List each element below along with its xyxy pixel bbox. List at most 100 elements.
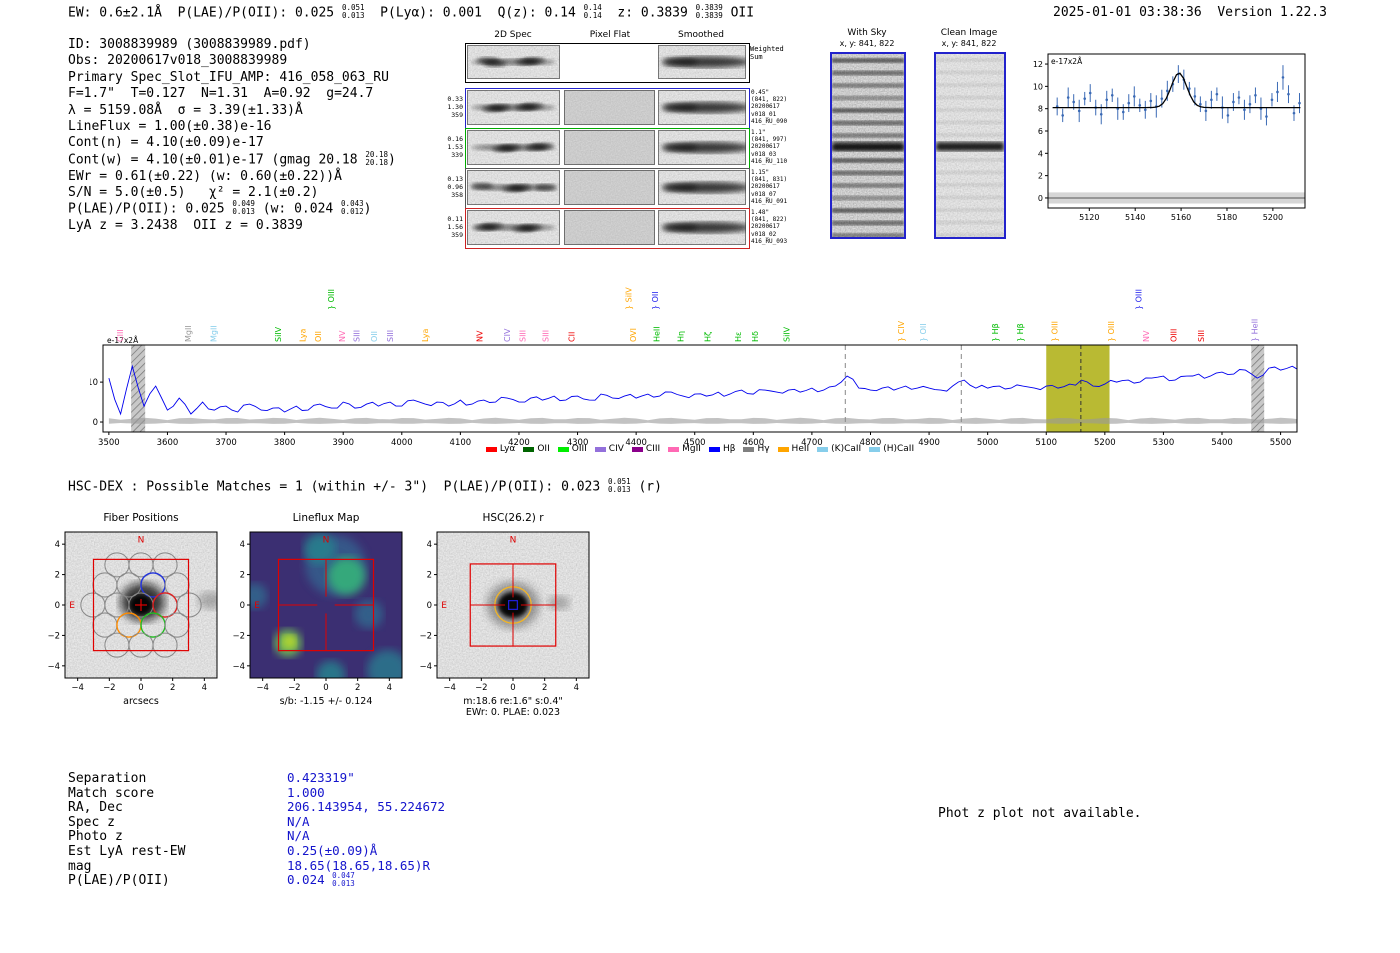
emission-line-label: OVI (629, 328, 638, 342)
svg-text:0: 0 (240, 601, 245, 611)
noise-band (108, 417, 1297, 424)
cutout-subtitle: x, y: 841, 822 (941, 39, 997, 48)
catalog-extent-square (469, 563, 557, 647)
svg-text:0: 0 (323, 683, 328, 693)
svg-text:5200: 5200 (1263, 213, 1283, 222)
svg-text:−4: −4 (443, 683, 456, 693)
info-line: Cont(w) = 4.10(±0.01)e-17 (gmag 20.18 20… (68, 149, 396, 168)
cutout-title: With Sky (847, 28, 887, 38)
svg-text:5100: 5100 (1035, 438, 1057, 448)
legend-swatch (777, 446, 789, 452)
svg-text:5120: 5120 (1079, 213, 1099, 222)
svg-text:4700: 4700 (801, 438, 823, 448)
emission-line-label: HeII (653, 326, 662, 342)
svg-text:−4: −4 (71, 683, 84, 693)
line-fit-inset-plot: 0 2 4 6 8 10 12 5120 5140 5160 5180 5200 e-17x2Å (1013, 40, 1313, 230)
svg-text:4: 4 (240, 540, 245, 550)
svg-text:0: 0 (427, 601, 432, 611)
match-field-value: N/A (287, 828, 310, 844)
info-line: Obs: 20200617v018_3008839989 (68, 53, 288, 69)
emission-line-label: NV (1142, 330, 1151, 342)
svg-text:−2: −2 (47, 631, 60, 641)
gaussian-fit-line (1052, 72, 1301, 109)
svg-text:2: 2 (542, 683, 547, 693)
clean-image-cutout: Clean Image x, y: 841, 822 (930, 28, 1008, 243)
full-spectrum-plot-container: 3500 3600 3700 3800 3900 4000 4100 4200 4300 4400… (87, 262, 1310, 458)
legend-label: CIV (608, 444, 624, 454)
timestamp-version: 2025-01-01 03:38:36 Version 1.22.3 (1053, 5, 1327, 20)
match-field-label: P(LAE)/P(OII) (68, 873, 170, 889)
legend-swatch (631, 446, 643, 452)
legend-item: OIII (557, 444, 587, 454)
info-line: P(LAE)/P(OII): 0.025 0.049 0.013 (w: 0.02… (68, 199, 372, 217)
flux-blob (327, 557, 366, 596)
legend-label: (K)CaII (831, 444, 862, 454)
info-line: λ = 5159.08Å σ = 3.39(±1.33)Å (68, 102, 303, 118)
match-field-value: 0.423319" (287, 770, 355, 785)
info-line: EWr = 0.61(±0.22) (w: 0.60(±0.22))Å (68, 168, 342, 184)
spec2d-strip-smooth (658, 45, 746, 79)
match-table-row: Est LyA rest-EW 0.25(±0.09)Å (68, 843, 445, 859)
panel-xlabel: m:18.6 re:1.6" s:0.4" (463, 696, 563, 707)
svg-text:−4: −4 (232, 662, 245, 672)
emission-line-label: } SiIV (625, 287, 634, 310)
emission-line-label: CIV (503, 328, 512, 342)
legend-swatch (485, 446, 497, 452)
info-line: LyA z = 3.2438 OII z = 0.3839 (68, 218, 303, 234)
match-table-row: RA, Dec 206.143954, 55.224672 (68, 799, 445, 816)
svg-text:3700: 3700 (215, 438, 237, 448)
svg-text:4900: 4900 (918, 438, 940, 448)
spec2d-row-scale-labels: 0.11 1.56 359 (447, 215, 463, 239)
spec2d-strip-flat (564, 90, 655, 125)
legend-label: OIII (571, 444, 587, 454)
compass-north: N (510, 536, 517, 546)
legend-label: CIII (645, 444, 661, 454)
info-line: ID: 3008839989 (3008839989.pdf) (68, 37, 311, 52)
match-field-value: N/A (287, 813, 310, 829)
panel-xlabel: s/b: -1.15 +/- 0.124 (280, 696, 373, 707)
emission-line-label: SIII (353, 330, 362, 342)
spec2d-col-header: Smoothed (678, 30, 724, 40)
svg-text:5500: 5500 (1270, 438, 1292, 448)
emission-line-label: } CIV (897, 320, 906, 342)
spec2d-strip-smooth (658, 170, 746, 205)
svg-text:0: 0 (93, 418, 98, 428)
compass-east: E (254, 601, 260, 611)
match-table-row: mag 18.65(18.65,18.65)R (68, 858, 445, 874)
emission-line-label: } OIII (327, 289, 336, 310)
emission-line-label: } OIII (1135, 289, 1144, 310)
legend-label: OII (537, 444, 550, 454)
match-table-row: Separation 0.423319" (68, 770, 445, 786)
svg-text:4400: 4400 (625, 438, 647, 448)
spec2d-strip-spec (467, 210, 560, 245)
panel-title: Fiber Positions (103, 512, 178, 524)
match-field-label: mag (68, 858, 92, 874)
detection-info-block: ID: 3008839989 (3008839989.pdf) Obs: 2020… (68, 37, 396, 234)
svg-text:2: 2 (170, 683, 175, 693)
spec2d-strip-flat (564, 130, 655, 165)
fiber-positions-plot: Fiber Positions N E −4 −4 −2 −2 0 0 2 2 4 4 arcsecs (47, 512, 218, 707)
spec2d-strip-spec (467, 45, 560, 79)
flux-blob (250, 583, 268, 609)
svg-text:3900: 3900 (332, 438, 354, 448)
emission-line-label: SIII (1197, 330, 1206, 342)
emission-line-label: SIII (541, 330, 550, 342)
hsc-cutout-panel: HSC(26.2) r N E −4 −4 −2 −2 0 0 2 2 4 4 m:18.6 re:1.6… (415, 508, 605, 724)
emission-line-label: Lya (421, 329, 430, 342)
match-table-row: Photo z N/A (68, 828, 445, 844)
cutout-sky-image (830, 52, 906, 239)
stacked-value: 0.3839 0.3839 (695, 3, 723, 20)
emission-line-label: Hη (677, 331, 686, 342)
info-line: S/N = 5.0(±0.5) χ² = 2.1(±0.2) (68, 184, 319, 200)
match-field-label: Match score (68, 785, 155, 801)
panel-xlabel2: EWr: 0. PLAE: 0.023 (466, 707, 560, 718)
svg-text:4: 4 (1038, 149, 1043, 158)
catalog-extent-square (277, 558, 375, 652)
spec2d-strip-spec (467, 130, 560, 165)
full-spectrum-svg: 3500 3600 3700 3800 3900 4000 4100 4200 4300 4400… (87, 287, 1298, 448)
panel-title: HSC(26.2) r (482, 512, 544, 524)
inset-ylabel: e-17x2Å (1051, 57, 1083, 66)
spectrum-line (108, 364, 1297, 416)
match-field-label: RA, Dec (68, 800, 123, 816)
emission-line-label: } Hβ (1016, 323, 1025, 342)
